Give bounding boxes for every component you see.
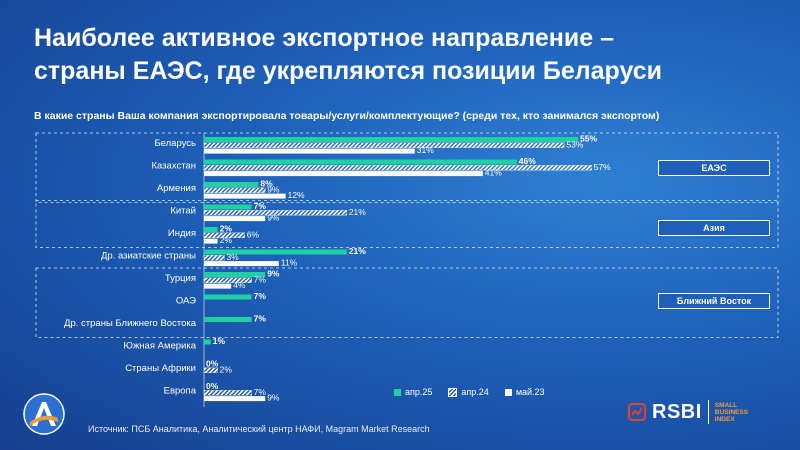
data-label: 0% — [206, 381, 219, 391]
data-label: 31% — [417, 145, 434, 155]
data-label: 6% — [247, 229, 260, 239]
legend-item-apr24: апр.24 — [448, 387, 489, 397]
data-label: 7% — [254, 387, 267, 397]
category-label: Др. страны Ближнего Востока — [64, 318, 197, 329]
category-label: Индия — [168, 228, 196, 239]
legend-item-apr25: апр.25 — [394, 387, 432, 397]
category-label: Армения — [157, 183, 196, 194]
page-title: Наиболее активное экспортное направление… — [34, 22, 734, 88]
bar-апр.24 — [203, 165, 592, 171]
legend-swatch-hatched — [448, 387, 458, 397]
group-box-2 — [35, 267, 779, 338]
data-label: 7% — [254, 201, 267, 211]
rsbi-subtitle: SMALL BUSINESS INDEX — [715, 402, 748, 423]
category-label: Страны Африки — [125, 363, 196, 374]
bar-апр.25 — [204, 137, 578, 142]
group-box-1 — [35, 200, 779, 248]
bar-апр.24 — [203, 142, 565, 148]
data-label: 21% — [349, 207, 366, 217]
rsbi-logo: RSBI SMALL BUSINESS INDEX — [628, 400, 748, 424]
data-label: 12% — [288, 190, 305, 200]
nafi-logo-icon — [22, 392, 66, 436]
data-label: 53% — [566, 139, 583, 149]
legend-label: апр.25 — [405, 387, 433, 397]
category-label: Китай — [170, 206, 196, 217]
data-label: 1% — [213, 336, 226, 346]
data-label: 41% — [485, 168, 502, 178]
rsbi-name: RSBI — [652, 400, 702, 423]
bar-апр.25 — [204, 249, 347, 255]
bar-май.23 — [204, 396, 266, 402]
data-label: 9% — [267, 184, 280, 194]
bar-апр.25 — [204, 204, 252, 210]
data-label: 7% — [254, 274, 267, 284]
bar-апр.25 — [204, 182, 259, 187]
data-label: 21% — [349, 246, 366, 256]
data-label: 7% — [254, 291, 267, 301]
data-label: 8% — [260, 179, 273, 189]
bar-май.23 — [204, 148, 415, 154]
rsbi-sub-1: SMALL — [714, 401, 738, 409]
bar-май.23 — [204, 171, 483, 177]
data-label: 46% — [519, 156, 536, 166]
source-note: Источник: ПСБ Аналитика, Аналитический ц… — [88, 424, 430, 434]
survey-question: В какие страны Ваша компания экспортиров… — [34, 110, 660, 122]
legend-label: май.23 — [515, 387, 545, 397]
title-line-1: Наиболее активное экспортное направление… — [34, 24, 615, 52]
legend-label: апр.24 — [461, 387, 489, 397]
data-label: 2% — [220, 235, 233, 245]
data-label: 9% — [267, 213, 280, 223]
rsbi-chart-icon — [628, 403, 646, 421]
bar-апр.24 — [203, 232, 245, 238]
data-label: 9% — [267, 393, 280, 403]
title-line-2: страны ЕАЭС, где укрепляются позиции Бел… — [34, 57, 663, 85]
legend-item-may23: май.23 — [504, 387, 545, 397]
bar-апр.25 — [204, 294, 252, 300]
data-label: 7% — [254, 314, 267, 324]
bar-апр.24 — [203, 210, 347, 216]
bar-апр.24 — [203, 277, 252, 283]
bar-май.23 — [204, 261, 279, 267]
data-label: 3% — [226, 252, 239, 262]
data-label: 0% — [206, 359, 219, 369]
bar-апр.25 — [204, 227, 218, 232]
group-label-asia: Азия — [658, 220, 770, 236]
data-label: 11% — [281, 258, 298, 268]
legend-swatch-solid — [394, 388, 401, 396]
category-label: Турция — [165, 273, 196, 284]
bar-апр.25 — [204, 339, 211, 345]
rsbi-sub-2: BUSINESS — [714, 408, 749, 416]
category-label: Др. азиатские страны — [101, 251, 196, 262]
bar-май.23 — [204, 283, 232, 289]
group-label-eaes: ЕАЭС — [658, 160, 770, 176]
logo-divider — [707, 400, 709, 424]
data-label: 55% — [580, 134, 597, 144]
legend-swatch-white — [504, 388, 512, 396]
group-box-0 — [35, 132, 779, 203]
bar-апр.24 — [203, 367, 218, 373]
data-label: 9% — [267, 269, 280, 279]
group-label-middle-east: Ближний Восток — [658, 293, 770, 309]
bar-май.23 — [204, 193, 286, 199]
bar-апр.25 — [204, 317, 252, 322]
chart-legend: апр.25 апр.24 май.23 — [394, 387, 545, 397]
bar-май.23 — [204, 238, 218, 244]
category-label: Казахстан — [151, 161, 196, 172]
category-label: ОАЭ — [176, 296, 196, 307]
bar-апр.24 — [203, 187, 266, 193]
data-label: 2% — [220, 364, 233, 374]
category-label: Европа — [164, 386, 197, 397]
rsbi-sub-3: INDEX — [714, 415, 735, 423]
bar-апр.25 — [204, 159, 517, 165]
bar-апр.24 — [203, 390, 252, 396]
bar-апр.25 — [204, 272, 266, 277]
data-label: 4% — [233, 280, 246, 290]
category-label: Беларусь — [154, 138, 196, 149]
data-label: 2% — [220, 224, 233, 234]
bar-апр.24 — [203, 255, 225, 261]
category-label: Южная Америка — [123, 341, 196, 352]
bar-май.23 — [204, 216, 266, 222]
data-label: 57% — [594, 162, 611, 172]
